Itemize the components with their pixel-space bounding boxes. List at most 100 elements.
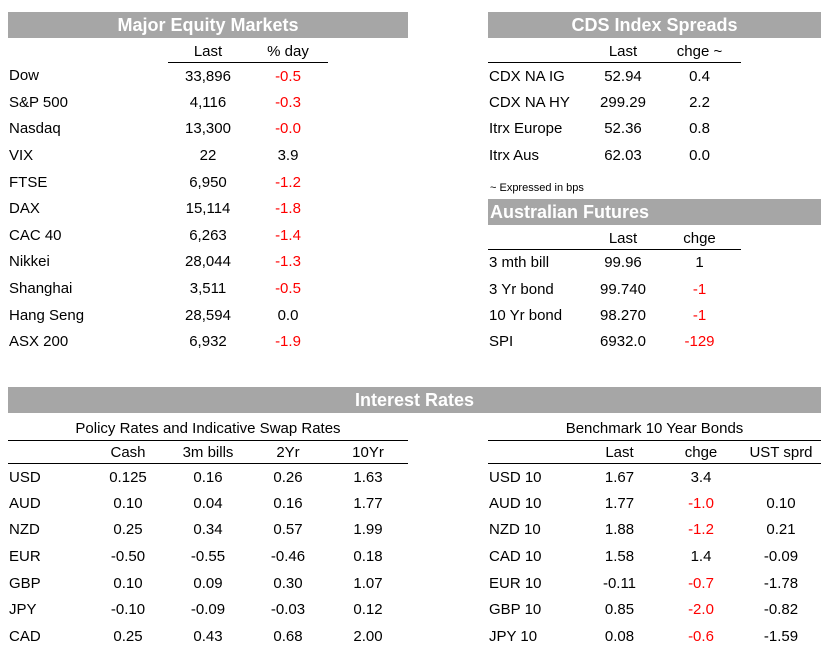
futures-row: 3 mth bill 99.96 1 — [488, 250, 741, 276]
futures-title: Australian Futures — [488, 199, 821, 225]
policy-value: -0.03 — [270, 601, 306, 619]
policy-value: 0.30 — [273, 574, 303, 592]
futures-panel: Australian Futures Last chge 3 mth bill 9… — [488, 199, 821, 355]
policy-value: 1.07 — [353, 574, 383, 592]
equity-row: Shanghai 3,511 -0.5 — [8, 275, 328, 302]
policy-header-2yr: 2Yr — [248, 441, 328, 464]
cds-name: CDX NA HY — [489, 93, 570, 111]
bonds-row: NZD 10 1.88 -1.2 0.21 — [488, 517, 821, 544]
futures-change: -1 — [692, 280, 707, 298]
cds-header-chg: chge ~ — [658, 40, 741, 63]
bonds-header-last: Last — [578, 441, 661, 464]
bonds-row: EUR 10 -0.11 -0.7 -1.78 — [488, 570, 821, 597]
bonds-header-name — [488, 441, 578, 464]
bonds-name: AUD 10 — [489, 494, 542, 512]
bonds-row: GBP 10 0.85 -2.0 -0.82 — [488, 596, 821, 623]
equity-change: -0.3 — [275, 93, 301, 111]
equity-change: -0.5 — [275, 67, 301, 85]
cds-name: Itrx Europe — [489, 120, 563, 138]
policy-row: NZD 0.25 0.34 0.57 1.99 — [8, 517, 408, 544]
policy-value: 2.00 — [353, 627, 383, 645]
bonds-ust-spread — [741, 464, 821, 491]
policy-table: Cash 3m bills 2Yr 10Yr USD 0.125 0.16 0.26 1… — [8, 441, 408, 650]
bonds-name: GBP 10 — [489, 601, 542, 619]
bonds-change: -0.6 — [688, 627, 714, 645]
policy-value: 0.04 — [193, 494, 223, 512]
equity-last: 28,594 — [185, 306, 231, 324]
policy-value: 0.12 — [353, 601, 383, 619]
policy-row: AUD 0.10 0.04 0.16 1.77 — [8, 490, 408, 517]
futures-header-row: Last chge — [488, 227, 741, 250]
bonds-last: 1.67 — [604, 468, 635, 486]
equity-header-chg: % day — [248, 40, 328, 63]
bonds-name: CAD 10 — [489, 548, 542, 566]
equity-header-row: Last % day — [8, 40, 328, 63]
bonds-change: -1.2 — [688, 521, 714, 539]
bonds-change: -0.7 — [688, 574, 714, 592]
equity-change: 0.0 — [277, 306, 299, 324]
equity-last: 6,932 — [189, 333, 227, 351]
bonds-last: 1.88 — [604, 521, 635, 539]
equity-last: 33,896 — [185, 67, 231, 85]
cds-row: Itrx Aus 62.03 0.0 — [488, 142, 741, 169]
cds-name: CDX NA IG — [489, 67, 565, 85]
futures-last: 6932.0 — [600, 333, 646, 351]
equity-name: Shanghai — [9, 280, 73, 298]
bonds-last: 1.77 — [604, 494, 635, 512]
cds-table: Last chge ~ CDX NA IG 52.94 0.4 CDX NA HY 29… — [488, 40, 741, 169]
bonds-name: NZD 10 — [489, 521, 541, 539]
equity-change: 3.9 — [277, 147, 299, 165]
bonds-last: 0.85 — [604, 601, 635, 619]
policy-value: 0.16 — [193, 468, 223, 486]
futures-name: 3 mth bill — [489, 254, 550, 272]
equity-last: 13,300 — [185, 120, 231, 138]
futures-row: SPI 6932.0 -129 — [488, 329, 741, 355]
policy-value: 1.63 — [353, 468, 383, 486]
policy-value: -0.55 — [190, 548, 226, 566]
policy-name: AUD — [9, 494, 41, 512]
policy-name: CAD — [9, 627, 41, 645]
policy-value: 0.25 — [113, 627, 143, 645]
futures-change: 1 — [695, 254, 704, 272]
policy-value: 0.25 — [113, 521, 143, 539]
equity-last: 28,044 — [185, 253, 231, 271]
equity-name: Hang Seng — [9, 306, 85, 324]
equity-last: 4,116 — [189, 93, 227, 111]
rates-title: Interest Rates — [8, 387, 821, 413]
policy-value: 0.43 — [193, 627, 223, 645]
equity-row: FTSE 6,950 -1.2 — [8, 169, 328, 196]
equity-name: Dow — [9, 67, 40, 85]
rates-panel: Interest Rates — [8, 387, 821, 413]
bonds-ust-spread: -1.78 — [763, 574, 799, 592]
equity-change: -0.5 — [275, 280, 301, 298]
bonds-header-chg: chge — [661, 441, 741, 464]
bonds-row: AUD 10 1.77 -1.0 0.10 — [488, 490, 821, 517]
equity-row: Hang Seng 28,594 0.0 — [8, 302, 328, 329]
policy-panel: Policy Rates and Indicative Swap Rates C… — [8, 418, 408, 650]
bonds-last: 0.08 — [604, 627, 635, 645]
equity-header-last: Last — [168, 40, 248, 63]
policy-value: 0.26 — [273, 468, 303, 486]
policy-value: 0.125 — [109, 468, 147, 486]
policy-row: GBP 0.10 0.09 0.30 1.07 — [8, 570, 408, 597]
equity-header-name — [8, 40, 168, 63]
equity-change: -1.4 — [275, 226, 301, 244]
futures-header-name — [488, 227, 588, 250]
policy-value: 0.57 — [273, 521, 303, 539]
futures-change: -129 — [684, 333, 715, 351]
policy-value: 0.10 — [113, 494, 143, 512]
equity-last: 6,950 — [189, 173, 227, 191]
bonds-subtitle: Benchmark 10 Year Bonds — [488, 418, 821, 441]
policy-header-3m: 3m bills — [168, 441, 248, 464]
equity-name: S&P 500 — [9, 93, 68, 111]
cds-header-last: Last — [588, 40, 658, 63]
policy-value: 1.99 — [353, 521, 383, 539]
futures-name: 10 Yr bond — [489, 306, 563, 324]
policy-value: 0.09 — [193, 574, 223, 592]
bonds-row: CAD 10 1.58 1.4 -0.09 — [488, 543, 821, 570]
bonds-ust-spread: 0.10 — [766, 494, 796, 512]
cds-last: 62.03 — [604, 147, 642, 165]
futures-name: 3 Yr bond — [489, 280, 554, 298]
policy-value: 0.68 — [273, 627, 303, 645]
cds-title: CDS Index Spreads — [488, 12, 821, 38]
